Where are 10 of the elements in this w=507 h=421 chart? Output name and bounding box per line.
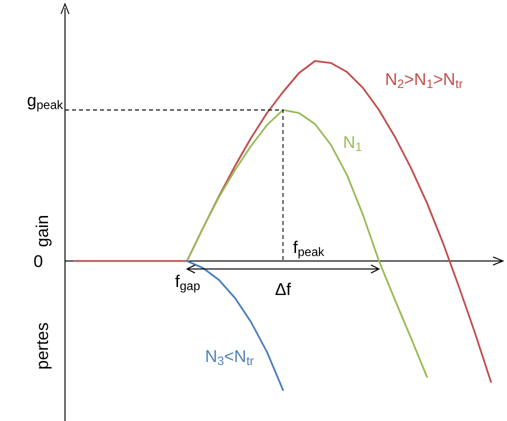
series-label: N$_{1}$ xyxy=(343,133,362,154)
text: 0 xyxy=(34,252,43,271)
series-label: N$_{3}$<N$_{tr}$ xyxy=(205,347,254,368)
annotation: f$_{peak}$ xyxy=(293,238,326,259)
text: g$_{peak}$ xyxy=(27,91,64,112)
annotation: f$_{gap}$ xyxy=(175,272,200,293)
text: pertes xyxy=(33,322,52,370)
series-label: N$_{2}$>N$_{1}$>N$_{tr}$ xyxy=(385,70,463,91)
y-axis-title: gain xyxy=(33,214,52,248)
annotation: Δf xyxy=(274,280,292,299)
